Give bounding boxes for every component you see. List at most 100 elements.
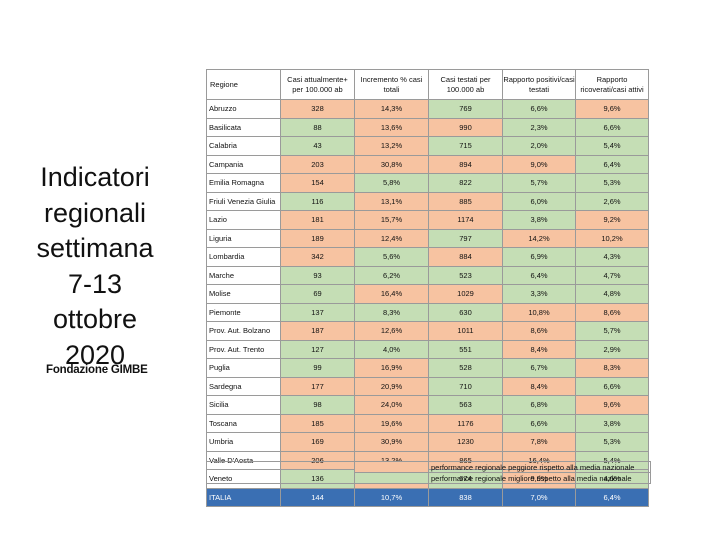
- indicator-cell: 5,7%: [502, 173, 576, 193]
- indicator-cell: 6,6%: [502, 413, 576, 433]
- region-name: Marche: [206, 265, 281, 285]
- header-regione: Regione: [206, 69, 281, 100]
- region-name: Friuli Venezia Giulia: [206, 191, 281, 211]
- indicator-cell: 9,6%: [575, 99, 649, 119]
- indicator-cell: 2,0%: [502, 136, 576, 156]
- indicator-cell: 7,8%: [502, 432, 576, 452]
- indicator-cell: 894: [428, 154, 503, 174]
- indicator-cell: 8,3%: [575, 358, 649, 378]
- indicator-cell: 5,4%: [575, 136, 649, 156]
- table-row: Molise 69 16,4% 1029 3,3% 4,8%: [206, 284, 649, 304]
- table-row: Basilicata 88 13,6% 990 2,3% 6,6%: [206, 117, 649, 137]
- indicator-cell: 15,7%: [354, 210, 429, 230]
- indicator-cell: 9,0%: [502, 154, 576, 174]
- indicator-cell: 5,7%: [575, 321, 649, 341]
- indicator-cell: 69: [280, 284, 355, 304]
- indicator-cell: 13,2%: [354, 136, 429, 156]
- table-row: Toscana 185 19,6% 1176 6,6% 3,8%: [206, 413, 649, 433]
- indicator-cell: 6,6%: [502, 99, 576, 119]
- legend-spacer: [206, 472, 355, 484]
- indicator-cell: 169: [280, 432, 355, 452]
- indicator-cell: 328: [280, 99, 355, 119]
- table-row: Marche 93 6,2% 523 6,4% 4,7%: [206, 265, 649, 285]
- indicator-cell: 9,2%: [575, 210, 649, 230]
- region-name: Calabria: [206, 136, 281, 156]
- indicator-cell: 6,4%: [502, 265, 576, 285]
- indicator-cell: 13,6%: [354, 117, 429, 137]
- indicator-cell: 1029: [428, 284, 503, 304]
- table-row: Campania 203 30,8% 894 9,0% 6,4%: [206, 154, 649, 174]
- title-line: regionali: [43, 197, 147, 228]
- indicator-cell: 137: [280, 302, 355, 322]
- indicator-cell: 14,3%: [354, 99, 429, 119]
- table-row: Lazio 181 15,7% 1174 3,8% 9,2%: [206, 210, 649, 230]
- title-line: settimana: [36, 233, 154, 263]
- indicator-cell: 551: [428, 339, 503, 359]
- indicator-cell: 30,9%: [354, 432, 429, 452]
- indicator-cell: 187: [280, 321, 355, 341]
- indicator-cell: 8,6%: [575, 302, 649, 322]
- table-row: Sicilia 98 24,0% 563 6,8% 9,6%: [206, 395, 649, 415]
- region-name: Prov. Aut. Bolzano: [206, 321, 281, 341]
- region-name: Liguria: [206, 228, 281, 248]
- table-row: Prov. Aut. Trento 127 4,0% 551 8,4% 2,9%: [206, 339, 649, 359]
- legend-table: performance regionale peggiore rispetto …: [206, 461, 651, 484]
- title-line: 7-13: [67, 268, 123, 299]
- indicator-cell: 4,7%: [575, 265, 649, 285]
- table-row: Umbria 169 30,9% 1230 7,8% 5,3%: [206, 432, 649, 452]
- indicator-cell: 88: [280, 117, 355, 137]
- italy-row: ITALIA 144 10,7% 838 7,0% 6,4%: [206, 487, 649, 507]
- table-row: Puglia 99 16,9% 528 6,7% 8,3%: [206, 358, 649, 378]
- indicator-cell: 2,3%: [502, 117, 576, 137]
- indicator-cell: 8,6%: [502, 321, 576, 341]
- indicator-cell: 16,4%: [354, 284, 429, 304]
- title-line: ottobre: [52, 304, 138, 334]
- indicator-cell: 12,6%: [354, 321, 429, 341]
- header-rapporto-ricoverati: Rapporto ricoverati/casi attivi: [575, 69, 649, 100]
- indicator-cell: 144: [280, 487, 355, 507]
- header-casi-attuali: Casi attualmente+ per 100.000 ab: [280, 69, 355, 100]
- indicator-cell: 13,1%: [354, 191, 429, 211]
- region-name: Campania: [206, 154, 281, 174]
- indicator-cell: 1230: [428, 432, 503, 452]
- indicator-cell: 5,3%: [575, 173, 649, 193]
- legend-swatch-worse: [354, 461, 429, 473]
- indicator-cell: 177: [280, 376, 355, 396]
- indicator-cell: 3,8%: [575, 413, 649, 433]
- region-name: Emilia Romagna: [206, 173, 281, 193]
- table-row: Friuli Venezia Giulia 116 13,1% 885 6,0% 2,6%: [206, 191, 649, 211]
- table-row: Prov. Aut. Bolzano 187 12,6% 1011 8,6% 5,7%: [206, 321, 649, 341]
- legend-spacer: [206, 461, 355, 473]
- indicator-cell: 715: [428, 136, 503, 156]
- indicator-cell: 93: [280, 265, 355, 285]
- indicator-cell: 6,6%: [575, 376, 649, 396]
- indicator-cell: 3,3%: [502, 284, 576, 304]
- legend-label-worse: performance regionale peggiore rispetto …: [428, 461, 651, 473]
- indicator-cell: 1011: [428, 321, 503, 341]
- indicator-cell: 710: [428, 376, 503, 396]
- title-line: Indicatori: [40, 162, 150, 192]
- indicator-cell: 528: [428, 358, 503, 378]
- region-name: Abruzzo: [206, 99, 281, 119]
- indicator-cell: 1176: [428, 413, 503, 433]
- indicator-cell: 342: [280, 247, 355, 267]
- indicator-cell: 16,9%: [354, 358, 429, 378]
- indicator-cell: 797: [428, 228, 503, 248]
- slide-title: Indicatori regionali settimana 7-13 otto…: [20, 160, 170, 373]
- table-row: Lombardia 342 5,6% 884 6,9% 4,3%: [206, 247, 649, 267]
- indicator-cell: 20,9%: [354, 376, 429, 396]
- indicator-cell: 6,9%: [502, 247, 576, 267]
- indicator-cell: 12,4%: [354, 228, 429, 248]
- title-line: 2020: [64, 339, 126, 370]
- indicator-cell: 523: [428, 265, 503, 285]
- indicator-cell: 116: [280, 191, 355, 211]
- indicator-cell: 10,8%: [502, 302, 576, 322]
- indicator-cell: 5,3%: [575, 432, 649, 452]
- indicator-cell: 3,8%: [502, 210, 576, 230]
- table-row: Piemonte 137 8,3% 630 10,8% 8,6%: [206, 302, 649, 322]
- indicator-cell: 884: [428, 247, 503, 267]
- region-name: ITALIA: [206, 487, 281, 507]
- indicator-cell: 6,8%: [502, 395, 576, 415]
- indicator-cell: 4,8%: [575, 284, 649, 304]
- indicator-cell: 8,4%: [502, 376, 576, 396]
